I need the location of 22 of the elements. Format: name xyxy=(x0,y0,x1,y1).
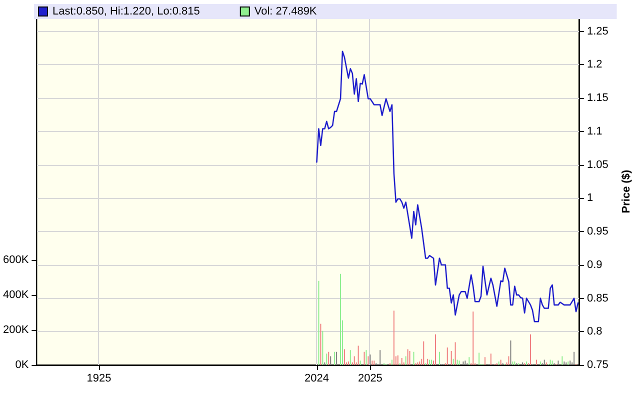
y2-tick-label: 0.8 xyxy=(587,326,602,338)
x-tick-label: 2024 xyxy=(304,372,329,384)
x-tick-label: 2025 xyxy=(358,372,382,384)
y-tick-label: 200K xyxy=(2,324,30,336)
y2-tick-label: 1 xyxy=(587,192,594,204)
y2-tick-label: 1.2 xyxy=(587,58,602,71)
y-tick-label: 0K xyxy=(15,359,30,371)
y2-tick-label: 1.25 xyxy=(587,25,608,38)
y2-axis-title: Price ($) xyxy=(620,169,632,214)
y2-tick-label: 0.95 xyxy=(587,226,608,238)
y-tick-label: 600K xyxy=(2,254,30,266)
y2-tick-label: 0.9 xyxy=(587,258,602,271)
line-series xyxy=(316,50,579,322)
y2-tick-label: 1.15 xyxy=(587,92,608,104)
legend-label: Last:0.850, Hi:1.220, Lo:0.815 xyxy=(52,6,200,18)
y2-tick-label: 0.75 xyxy=(587,359,608,371)
legend-label: Vol: 27.489K xyxy=(254,6,318,18)
x-tick-label: 1925 xyxy=(86,372,112,384)
y-tick-label: 400K xyxy=(2,288,30,301)
y2-tick-label: 1.05 xyxy=(587,158,608,171)
y2-tick-label: 0.85 xyxy=(587,292,608,304)
y2-tick-label: 1.1 xyxy=(587,125,602,138)
